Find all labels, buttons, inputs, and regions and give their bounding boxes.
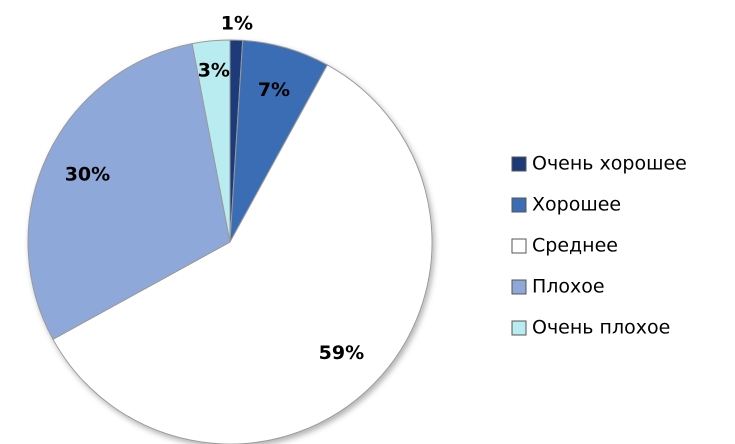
data-label: 3% <box>198 60 230 82</box>
data-label: 7% <box>258 79 290 101</box>
legend-label: Хорошее <box>532 194 621 216</box>
legend-label: Очень хорошее <box>532 153 687 175</box>
data-label: 1% <box>221 12 253 34</box>
pie <box>27 39 433 444</box>
legend-swatch <box>511 279 527 295</box>
pie-slice <box>52 64 433 444</box>
data-label: 59% <box>319 342 364 364</box>
legend-label: Очень плохое <box>532 317 670 339</box>
data-label: 30% <box>65 163 110 185</box>
legend-swatch <box>511 197 527 213</box>
pie-slice <box>27 42 231 340</box>
legend-swatch <box>511 156 527 172</box>
legend-swatch <box>511 238 527 254</box>
legend-swatch <box>511 320 527 336</box>
pie-slice <box>191 39 231 243</box>
legend-label: Среднее <box>532 235 618 257</box>
legend-label: Плохое <box>532 276 605 298</box>
